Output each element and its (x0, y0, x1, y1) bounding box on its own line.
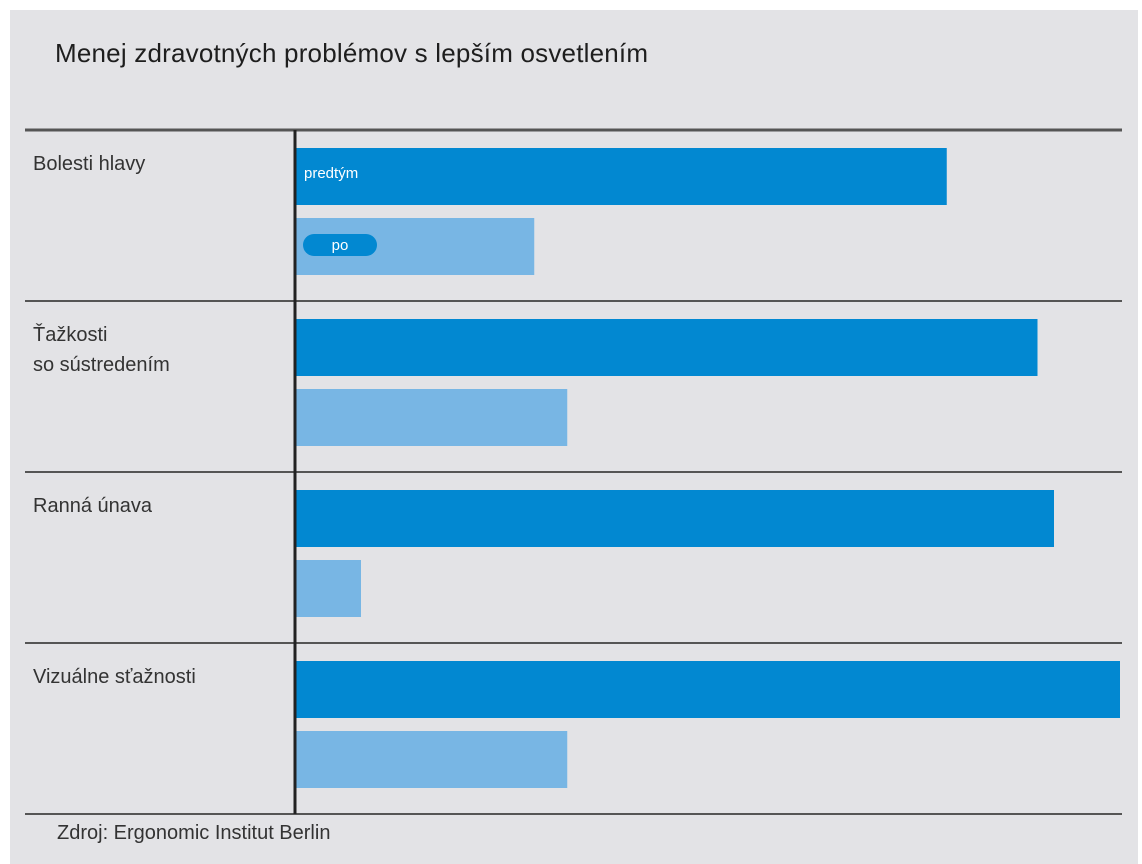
category-label-0-0: Bolesti hlavy (33, 153, 145, 175)
chart-title: Menej zdravotných problémov s lepším osv… (55, 38, 649, 68)
series-label-predtym: predtým (304, 165, 358, 182)
series-label-po-pill (303, 234, 377, 256)
category-label-3-0: Vizuálne sťažnosti (33, 666, 196, 688)
bar-predtým-1 (295, 319, 1038, 376)
bar-po-1 (295, 389, 568, 446)
bar-po-2 (295, 560, 361, 617)
category-label-2-0: Ranná únava (33, 495, 153, 517)
bar-predtým-3 (295, 661, 1120, 718)
category-label-1-1: so sústredením (33, 354, 170, 376)
source-note: Zdroj: Ergonomic Institut Berlin (57, 822, 331, 844)
bar-predtým-2 (295, 490, 1054, 547)
series-label-po: po (332, 237, 349, 254)
bar-predtým-0 (295, 148, 947, 205)
bar-po-3 (295, 731, 568, 788)
category-label-1-0: Ťažkosti (33, 323, 107, 346)
